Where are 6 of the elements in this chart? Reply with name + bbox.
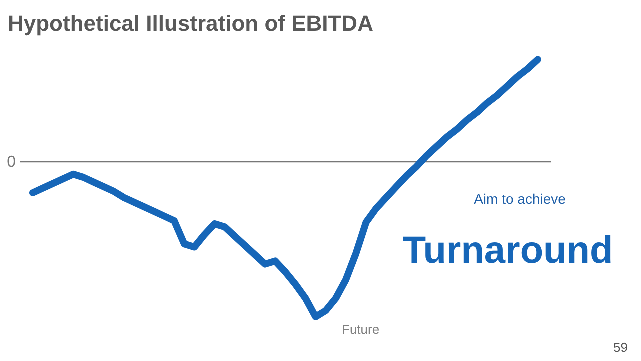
annotation: Aim to achieve: [474, 191, 566, 207]
text: Future: [342, 322, 380, 337]
text: 59: [614, 340, 628, 355]
ref-line-label: 0: [7, 154, 16, 171]
chart-title: Hypothetical Illustration of EBITDA: [8, 11, 374, 36]
annotation: Turnaround: [402, 230, 614, 272]
